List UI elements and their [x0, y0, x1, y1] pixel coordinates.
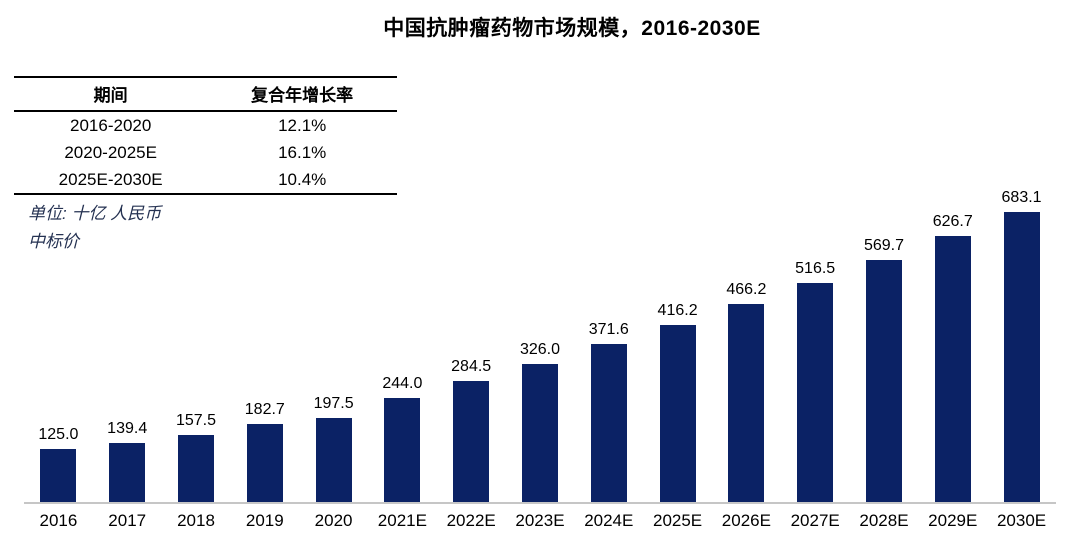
bar-slot: 466.2: [712, 281, 781, 502]
chart-title: 中国抗肿瘤药物市场规模，2016-2030E: [383, 17, 761, 40]
cagr-table-header-period: 期间: [93, 86, 128, 105]
bar: [177, 435, 214, 502]
bar: [315, 418, 352, 502]
bar-slot: 139.4: [93, 420, 162, 502]
bar-value-label: 516.5: [795, 259, 836, 277]
bar-value-label: 626.7: [932, 212, 973, 230]
table-row: 2025E-2030E 10.4%: [14, 166, 397, 194]
x-axis-label: 2030E: [996, 511, 1047, 530]
bar-value-label: 157.5: [175, 412, 217, 430]
bar-slot: 569.7: [850, 237, 919, 502]
period-cell: 2025E-2030E: [58, 170, 163, 189]
unit-note-line-1: 单位: 十亿 人民币: [28, 204, 162, 223]
x-axis-label: 2016: [39, 511, 78, 530]
table-row: 2020-2025E 16.1%: [14, 139, 397, 166]
bar-slot: 182.7: [230, 401, 299, 502]
bar-slot: 326.0: [506, 341, 575, 502]
bar-slot: 244.0: [368, 375, 437, 502]
bar: [384, 398, 421, 502]
unit-note-line-2: 中标价: [28, 232, 79, 251]
bar: [590, 344, 627, 502]
bar: [934, 235, 971, 502]
plot-area: 125.0 139.4 157.5 182.7 197.5 244.0 284.5 326.0…: [24, 186, 1056, 504]
x-axis-label: 2022E: [446, 511, 496, 530]
bar-value-label: 125.0: [38, 425, 79, 443]
unit-note: 单位: 十亿 人民币 中标价: [28, 200, 161, 256]
period-cell: 2020-2025E: [64, 143, 157, 162]
bar: [728, 304, 765, 502]
x-axis-label: 2026E: [721, 511, 771, 530]
bar-value-label: 139.4: [107, 419, 148, 437]
x-axis-label: 2027E: [790, 511, 840, 530]
x-axis-label: 2029E: [928, 511, 978, 530]
bar-slot: 516.5: [781, 260, 850, 502]
bar: [246, 424, 283, 502]
bar-value-label: 569.7: [863, 237, 904, 255]
period-cell: 2016-2020: [70, 116, 152, 135]
x-axis-label: 2020: [314, 511, 353, 530]
bar: [659, 325, 696, 502]
bar-value-label: 244.0: [382, 375, 423, 393]
x-axis-label: 2021E: [377, 511, 427, 530]
x-axis: 2016 2017 2018 2019 2020 2021E 2022E 2023E 2024E…: [24, 504, 1056, 531]
bar-chart: 125.0 139.4 157.5 182.7 197.5 244.0 284.5 326.0…: [24, 186, 1056, 531]
bar-value-label: 197.5: [313, 395, 354, 413]
table-row: 2016-2020 12.1%: [14, 111, 397, 139]
cagr-cell: 10.4%: [278, 170, 327, 189]
bar: [453, 381, 490, 502]
bar-slot: 284.5: [437, 358, 506, 502]
bar: [109, 442, 146, 502]
bar-slot: 626.7: [918, 213, 987, 502]
bar-value-label: 371.6: [588, 321, 629, 339]
cagr-cell: 12.1%: [278, 116, 327, 135]
bar-value-label: 284.5: [451, 358, 492, 376]
x-axis-label: 2028E: [859, 511, 909, 530]
cagr-table-header-row: 期间 复合年增长率: [14, 77, 397, 111]
cagr-table: 期间 复合年增长率 2016-2020 12.1% 2020-2025E 16.…: [14, 76, 397, 195]
bar-value-label: 416.2: [657, 302, 698, 320]
x-axis-label: 2025E: [652, 511, 703, 530]
bar-slot: 197.5: [299, 395, 368, 502]
bar: [865, 260, 902, 502]
bar: [40, 448, 77, 502]
bar-slot: 683.1: [987, 189, 1056, 502]
x-axis-label: 2019: [245, 511, 284, 530]
x-axis-label: 2023E: [515, 511, 565, 530]
bar-slot: 125.0: [24, 426, 93, 502]
bar-slot: 157.5: [162, 412, 231, 502]
bar-slot: 371.6: [574, 321, 643, 502]
bar-value-label: 466.2: [726, 281, 767, 299]
bar: [1003, 212, 1040, 502]
x-axis-label: 2024E: [584, 511, 634, 530]
x-axis-label: 2017: [108, 511, 147, 530]
x-axis-label: 2018: [177, 511, 215, 530]
bar-value-label: 683.1: [1001, 189, 1042, 206]
bar-slot: 416.2: [643, 302, 712, 502]
bar-value-label: 182.7: [244, 401, 285, 419]
bar-value-label: 326.0: [519, 340, 560, 358]
bar: [797, 282, 834, 502]
bar: [521, 363, 558, 502]
cagr-cell: 16.1%: [278, 143, 327, 162]
cagr-table-header-cagr: 复合年增长率: [251, 86, 354, 105]
